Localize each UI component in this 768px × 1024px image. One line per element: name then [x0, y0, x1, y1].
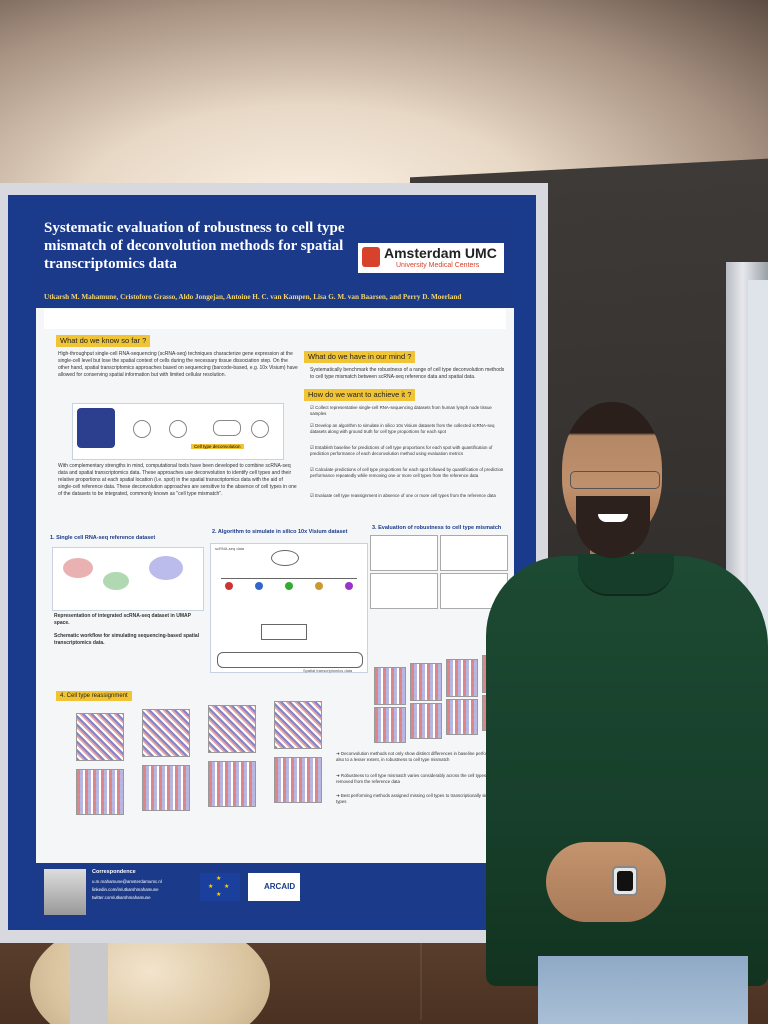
beard — [576, 496, 650, 558]
eu-flag-icon: ★ ★ ★ ★ — [200, 873, 240, 901]
node-spatial: Spatial transcriptomics data — [303, 668, 353, 673]
tree-line — [221, 578, 357, 579]
heatmap — [446, 659, 478, 697]
conclusion-item: ➜ Best performing methods assigned missi… — [336, 793, 503, 804]
logo-subtitle: University Medical Centers — [396, 262, 480, 269]
tree-node — [345, 582, 353, 590]
poster: Systematic evaluation of robustness to c… — [8, 195, 536, 930]
robustness-chart — [440, 535, 508, 571]
achieve-item-text: Develop an algorithm to simulate in sili… — [310, 423, 495, 434]
achieve-item: ☑ Evaluate cell type reassignment in abs… — [310, 493, 496, 498]
logo-name: Amsterdam UMC — [384, 245, 497, 261]
achieve-item: ☑ Collect representative single-cell RNA… — [310, 405, 492, 416]
fig2-caption: Schematic workflow for simulating sequen… — [54, 633, 200, 646]
tree-node — [225, 582, 233, 590]
reassignment-heatmap — [142, 765, 190, 811]
glasses-icon — [570, 471, 660, 489]
correspondence-heading: Correspondence — [92, 869, 136, 875]
umap-cluster — [149, 556, 183, 580]
fig1-caption: Representation of integrated scRNA-seq d… — [54, 613, 191, 626]
umap-cluster — [103, 572, 129, 590]
jeans — [538, 956, 748, 1024]
conclusion-item: ➜ Robustness to cell type mismatch varie… — [336, 773, 503, 784]
presenter — [486, 396, 768, 1024]
heading-reassignment: 4. Cell type reassignment — [56, 691, 132, 701]
reassignment-heatmap — [274, 701, 322, 749]
spot-icon — [251, 420, 269, 438]
reassignment-heatmap — [274, 757, 322, 803]
umc-logo-icon — [362, 247, 380, 267]
umap-cluster — [63, 558, 93, 578]
poster-header: Systematic evaluation of robustness to c… — [36, 213, 514, 308]
formula-box — [261, 624, 307, 640]
amsterdam-umc-logo: Amsterdam UMC University Medical Centers — [358, 243, 504, 273]
heading-know-so-far: What do we know so far ? — [56, 335, 151, 347]
achieve-item-text: Establish baseline for predictions of ce… — [310, 445, 493, 456]
poster-footer: Correspondence u.m.mahamune@amsterdamumc… — [36, 863, 514, 919]
heatmap — [374, 667, 406, 705]
tree-node — [285, 582, 293, 590]
conclusion-text: Deconvolution methods not only show dist… — [336, 751, 508, 762]
panel-3-title: 3. Evaluation of robustness to cell type… — [372, 525, 502, 531]
floor-seam — [420, 920, 422, 1020]
panel-2-title: 2. Algorithm to simulate in silico 10x V… — [212, 529, 348, 535]
heatmap — [410, 663, 442, 701]
node-scrna: scRNA-seq data — [215, 546, 245, 551]
reassignment-heatmap — [208, 705, 256, 753]
heading-in-mind: What do we have in our mind ? — [304, 351, 416, 363]
affiliations — [44, 309, 506, 329]
algorithm-figure: scRNA-seq data Spatial transcriptomics d… — [210, 543, 368, 673]
conclusion-item: ➜ Deconvolution methods not only show di… — [336, 751, 508, 762]
arcaid-logo-text: ARCAID — [264, 882, 296, 891]
contact-email: u.m.mahamune@amsterdamumc.nl — [92, 879, 162, 884]
tissue-image — [77, 408, 115, 448]
tree-node — [315, 582, 323, 590]
smartwatch-icon — [612, 866, 638, 896]
smile — [598, 514, 628, 522]
poster-content: Systematic evaluation of robustness to c… — [36, 213, 514, 919]
conclusion-text: Robustness to cell type mismatch varies … — [336, 773, 503, 784]
know-so-far-text-2: With complementary strengths in mind, co… — [58, 463, 297, 497]
stand-leg — [70, 930, 108, 1024]
achieve-item-text: Collect representative single-cell RNA-s… — [310, 405, 492, 416]
achieve-item: ☑ Calculate predictions of cell type pro… — [310, 467, 504, 478]
cell-cluster — [271, 550, 299, 566]
contact-twitter: twitter.com/utkarshmahamune — [92, 895, 151, 900]
achieve-item-text: Evaluate cell type reassignment in absen… — [315, 493, 496, 498]
arcaid-logo: ARCAID — [248, 873, 300, 901]
in-mind-text: Systematically benchmark the robustness … — [310, 367, 505, 380]
heatmap — [446, 699, 478, 735]
deconvolution-figure: Cell type deconvolution — [72, 403, 284, 460]
deconvolution-label: Cell type deconvolution — [191, 444, 244, 449]
heatmap — [410, 703, 442, 739]
achieve-item: ☑ Develop an algorithm to simulate in si… — [310, 423, 495, 434]
clasped-hands — [546, 842, 666, 922]
heatmap — [374, 707, 406, 743]
achieve-item: ☑ Establish baseline for predictions of … — [310, 445, 493, 456]
watch-face — [617, 871, 633, 891]
know-so-far-text: High-throughput single-cell RNA-sequenci… — [58, 351, 298, 378]
spot-row — [217, 652, 363, 668]
shirt-collar — [578, 554, 674, 596]
umap-figure — [52, 547, 204, 611]
reassignment-heatmap — [142, 709, 190, 757]
method-icon — [213, 420, 241, 436]
conclusion-text: Best performing methods assigned missing… — [336, 793, 503, 804]
reassignment-heatmap — [208, 761, 256, 807]
spot-icon — [133, 420, 151, 438]
reassignment-heatmap — [76, 769, 124, 815]
robustness-chart — [370, 573, 438, 609]
robustness-chart — [370, 535, 438, 571]
panel-1-title: 1. Single cell RNA-seq reference dataset — [50, 535, 156, 541]
authors: Utkarsh M. Mahamune, Cristoforo Grasso, … — [44, 293, 462, 301]
author-photo — [44, 869, 86, 915]
spot-icon — [169, 420, 187, 438]
tree-node — [255, 582, 263, 590]
achieve-item-text: Calculate predictions of cell type propo… — [310, 467, 504, 478]
poster-title: Systematic evaluation of robustness to c… — [44, 220, 345, 272]
reassignment-heatmap — [76, 713, 124, 761]
heading-achieve: How do we want to achieve it ? — [304, 389, 416, 401]
contact-linkedin: linkedin.com/in/utkarshmahamune — [92, 887, 159, 892]
